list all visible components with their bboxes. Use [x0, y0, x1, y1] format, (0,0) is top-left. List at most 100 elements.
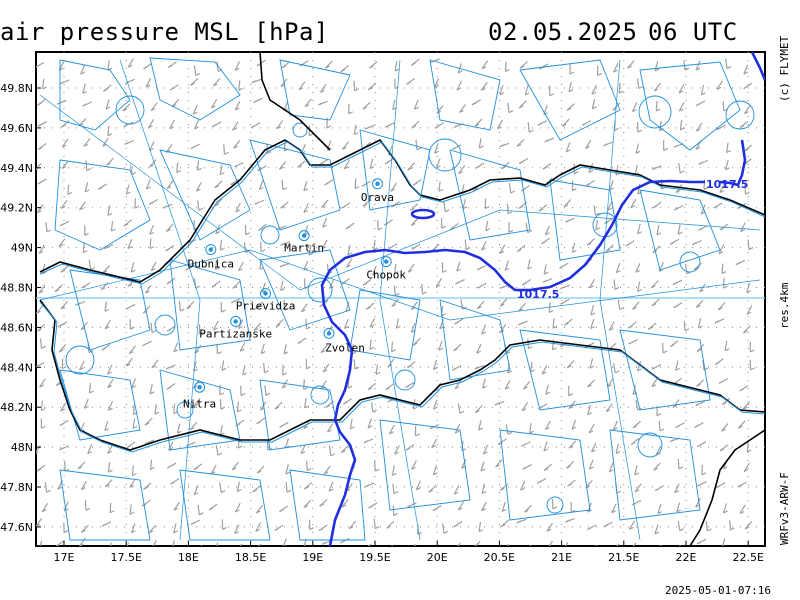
wind-barb-flag — [658, 268, 664, 272]
wind-barb-flag — [107, 450, 112, 454]
wind-barb — [129, 504, 132, 515]
wind-barb-flag — [613, 69, 618, 73]
city-label: Martin — [284, 242, 324, 255]
wind-barb — [83, 138, 91, 147]
wind-barb — [306, 460, 308, 471]
wind-barb — [390, 182, 398, 192]
wind-barb — [521, 402, 528, 412]
wind-barb-flag — [131, 530, 136, 534]
wind-barb — [107, 378, 114, 388]
wind-barb — [348, 520, 357, 530]
wind-barb — [677, 458, 680, 469]
wind-barb-flag — [199, 512, 204, 516]
wind-barb-flag — [123, 223, 129, 227]
city-label: Partizanske — [199, 327, 272, 340]
wind-barb-flag — [177, 430, 182, 434]
wind-barb — [654, 60, 659, 71]
wind-barb-flag — [471, 102, 477, 106]
wind-barb — [609, 180, 614, 191]
wind-barb — [219, 425, 223, 436]
wind-barb-flag — [619, 306, 624, 311]
wind-barb-flag — [39, 384, 44, 388]
wind-barb-flag — [627, 65, 632, 69]
wind-barb-flag — [54, 289, 60, 293]
wind-barb-flag — [319, 503, 324, 507]
wind-barb-flag — [684, 328, 690, 332]
wind-barb-flag — [129, 351, 134, 355]
wind-barb-flag — [60, 408, 66, 412]
wind-barb-flag — [196, 188, 201, 192]
wind-barb — [78, 118, 87, 127]
wind-barb-flag — [595, 212, 600, 216]
wind-barb-flag — [215, 231, 220, 235]
wind-barb — [82, 83, 86, 94]
wind-barb-flag — [614, 286, 620, 291]
wind-barb — [656, 224, 660, 235]
longitude-label: 20.5E — [484, 551, 515, 564]
wind-barb — [590, 305, 594, 316]
latitude-label: 49N — [11, 242, 33, 255]
wind-barb-flag — [459, 109, 464, 113]
wind-barb — [169, 119, 175, 130]
wind-barb-flag — [552, 506, 558, 510]
wind-barb — [632, 301, 640, 310]
wind-barb-flag — [340, 540, 345, 544]
wind-barb — [104, 301, 107, 312]
wind-barb-flag — [345, 226, 351, 230]
city-label: Zvolen — [325, 341, 365, 354]
wind-barb — [367, 418, 373, 429]
wind-barb — [634, 465, 638, 476]
wind-barb-flag — [659, 428, 665, 432]
wind-barb-flag — [407, 269, 413, 273]
wind-barb-flag — [714, 320, 720, 324]
wind-barb-flag — [303, 486, 309, 490]
wind-barb-flag — [369, 346, 375, 350]
wind-barb-flag — [417, 531, 422, 536]
wind-barb-flag — [58, 244, 64, 248]
wind-barb — [674, 483, 680, 493]
wind-barb-flag — [695, 146, 701, 150]
wind-barb-flag — [215, 266, 220, 271]
wind-barb-flag — [673, 305, 678, 309]
wind-barb — [478, 521, 482, 532]
wind-barb-flag — [483, 451, 488, 455]
longitude-axis-labels: 17E 17.5E 18E 18.5E 19E 19.5E 20E 20.5E 21E 21.5E… — [54, 541, 764, 564]
wind-barb — [461, 458, 467, 469]
wind-barb — [744, 184, 747, 195]
wind-barb-flag — [394, 86, 400, 90]
wind-barb-flag — [521, 443, 526, 447]
wind-barb-flag — [605, 409, 611, 413]
wind-barb-flag — [103, 88, 108, 92]
wind-barb — [154, 404, 157, 415]
wind-barb — [80, 480, 87, 491]
wind-barb-flag — [103, 246, 109, 250]
wind-barb-flag — [662, 350, 668, 354]
wind-barb — [506, 203, 509, 214]
city-marker-ring — [205, 244, 217, 256]
wind-barb-flag — [545, 232, 550, 236]
wind-barb-flag — [542, 166, 548, 170]
wind-barb-flag — [87, 451, 92, 455]
latitude-label: 48.2N — [0, 401, 33, 414]
wind-barb-flag — [561, 123, 567, 127]
longitude-label: 19E — [302, 551, 323, 564]
wind-barb-flag — [476, 350, 481, 354]
wind-barb-flag — [597, 72, 602, 76]
wind-barb-flag — [61, 124, 66, 128]
wind-barb — [196, 160, 200, 171]
wind-barb-flag — [284, 307, 289, 311]
wind-barb — [585, 139, 592, 149]
wind-barb — [740, 222, 746, 232]
isobar-label: 1017.5 — [517, 288, 559, 301]
wind-barb-flag — [635, 150, 641, 154]
wind-barb-flag — [455, 281, 460, 285]
wind-barb-flag — [285, 471, 291, 475]
wind-barb-flag — [61, 165, 67, 170]
wind-barb — [374, 461, 376, 472]
wind-barb-flag — [303, 209, 309, 213]
wind-barb-flag — [212, 124, 217, 128]
wind-barb-flag — [309, 133, 314, 137]
wind-barb-flag — [673, 144, 679, 148]
wind-barb-flag — [452, 367, 457, 371]
wind-barb-flag — [304, 405, 309, 409]
